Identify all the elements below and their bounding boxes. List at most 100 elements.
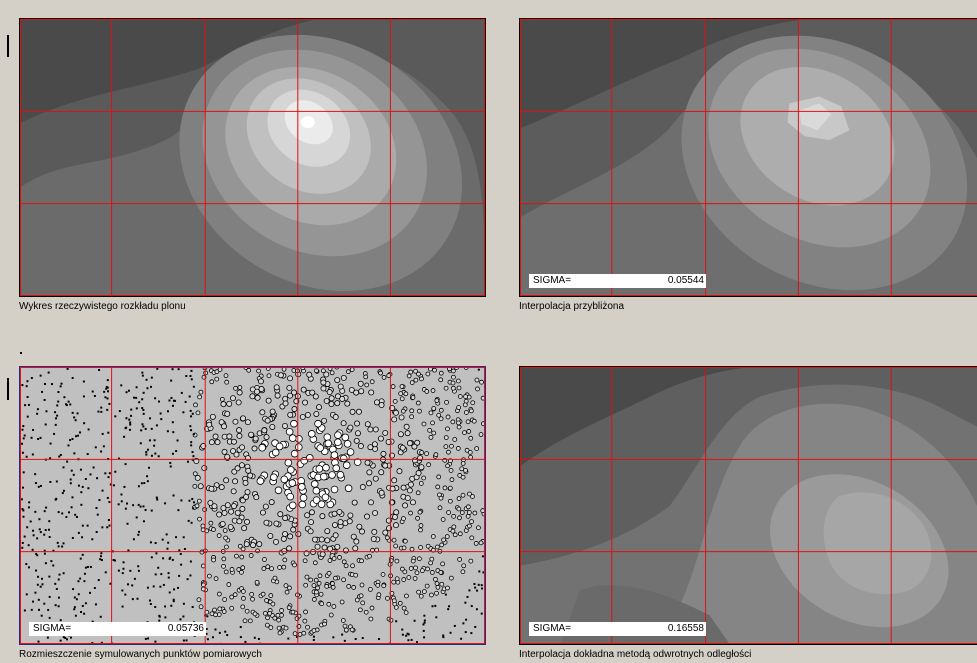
actual-distribution-plot[interactable] xyxy=(19,18,486,297)
measurement-point xyxy=(428,435,434,440)
measurement-point xyxy=(222,597,228,602)
measurement-points-plot[interactable]: SIGMA= 0.05736 xyxy=(19,366,486,645)
measurement-point xyxy=(481,555,484,558)
measurement-point xyxy=(339,454,348,463)
measurement-point xyxy=(469,535,475,541)
measurement-point xyxy=(368,587,373,592)
measurement-point xyxy=(372,509,379,516)
measurement-point xyxy=(337,555,342,560)
measurement-point xyxy=(47,608,50,611)
measurement-point xyxy=(73,608,76,611)
measurement-point xyxy=(150,385,153,388)
measurement-point xyxy=(198,389,204,395)
measurement-point xyxy=(177,368,180,371)
measurement-point xyxy=(324,583,330,589)
measurement-point xyxy=(311,628,317,633)
measurement-point xyxy=(229,567,235,572)
measurement-point xyxy=(476,589,479,592)
measurement-point xyxy=(124,507,127,510)
idw-interpolation-plot[interactable]: SIGMA= 0.16558 xyxy=(519,366,977,645)
measurement-point xyxy=(182,639,185,642)
measurement-point xyxy=(175,450,178,452)
measurement-point xyxy=(223,373,229,379)
measurement-point xyxy=(312,560,318,566)
measurement-point xyxy=(401,516,406,521)
measurement-point xyxy=(408,369,414,375)
measurement-point xyxy=(156,498,159,501)
measurement-point xyxy=(397,600,403,606)
measurement-point xyxy=(154,542,157,545)
measurement-point xyxy=(109,582,112,585)
measurement-point xyxy=(132,538,135,541)
measurement-point xyxy=(84,602,87,605)
measurement-point xyxy=(363,374,369,380)
measurement-point xyxy=(27,544,30,547)
measurement-point xyxy=(223,569,229,575)
measurement-point xyxy=(296,635,299,638)
measurement-point xyxy=(71,411,74,414)
measurement-point xyxy=(22,425,25,428)
measurement-point xyxy=(180,499,183,502)
measurement-point xyxy=(214,628,217,631)
measurement-point xyxy=(79,577,82,580)
measurement-point xyxy=(114,415,117,418)
measurement-point xyxy=(143,482,146,485)
measurement-point xyxy=(442,485,448,491)
measurement-point xyxy=(99,615,102,618)
measurement-point xyxy=(419,376,424,382)
measurement-point xyxy=(342,547,349,554)
measurement-point xyxy=(287,637,290,640)
measurement-point xyxy=(117,503,120,506)
measurement-point xyxy=(417,408,422,414)
measurement-point xyxy=(419,568,425,574)
measurement-point xyxy=(286,492,295,501)
measurement-point xyxy=(438,570,444,575)
measurement-point xyxy=(331,510,338,517)
measurement-point xyxy=(286,605,292,611)
measurement-point xyxy=(21,508,24,511)
measurement-point xyxy=(312,486,321,495)
measurement-point xyxy=(351,499,358,506)
measurement-point xyxy=(32,534,35,537)
measurement-point xyxy=(453,624,456,627)
measurement-point xyxy=(159,412,162,415)
measurement-point xyxy=(148,466,151,469)
measurement-point xyxy=(208,520,214,526)
measurement-point xyxy=(428,410,434,416)
measurement-point xyxy=(353,389,360,396)
measurement-point xyxy=(37,437,40,440)
measurement-point xyxy=(288,501,297,510)
measurement-point xyxy=(69,636,72,639)
measurement-point xyxy=(123,435,126,438)
measurement-point xyxy=(182,615,185,618)
measurement-point xyxy=(169,461,172,464)
measurement-point xyxy=(137,569,140,572)
measurement-point xyxy=(184,400,187,403)
measurement-point xyxy=(281,422,288,429)
approx-interpolation-plot[interactable]: SIGMA= 0.05544 xyxy=(519,18,977,297)
measurement-point xyxy=(101,489,104,492)
measurement-point xyxy=(191,412,194,415)
measurement-point xyxy=(456,424,462,430)
measurement-point xyxy=(70,469,73,472)
measurement-point xyxy=(25,455,28,458)
measurement-point xyxy=(428,560,434,566)
measurement-point xyxy=(401,605,407,611)
measurement-point xyxy=(82,380,85,383)
measurement-point xyxy=(251,445,258,452)
measurement-point xyxy=(411,457,418,464)
measurement-point xyxy=(124,463,127,466)
measurement-point xyxy=(154,452,157,455)
measurement-point xyxy=(44,529,47,532)
measurement-point xyxy=(188,395,191,398)
measurement-point xyxy=(108,501,111,504)
measurement-point xyxy=(71,496,74,499)
measurement-point xyxy=(41,577,44,580)
measurement-point xyxy=(313,410,320,417)
measurement-point xyxy=(282,400,289,407)
measurement-point xyxy=(221,423,228,430)
measurement-point xyxy=(277,565,282,570)
measurement-point xyxy=(311,583,317,588)
measurement-point xyxy=(135,386,138,389)
measurement-point xyxy=(197,394,203,400)
